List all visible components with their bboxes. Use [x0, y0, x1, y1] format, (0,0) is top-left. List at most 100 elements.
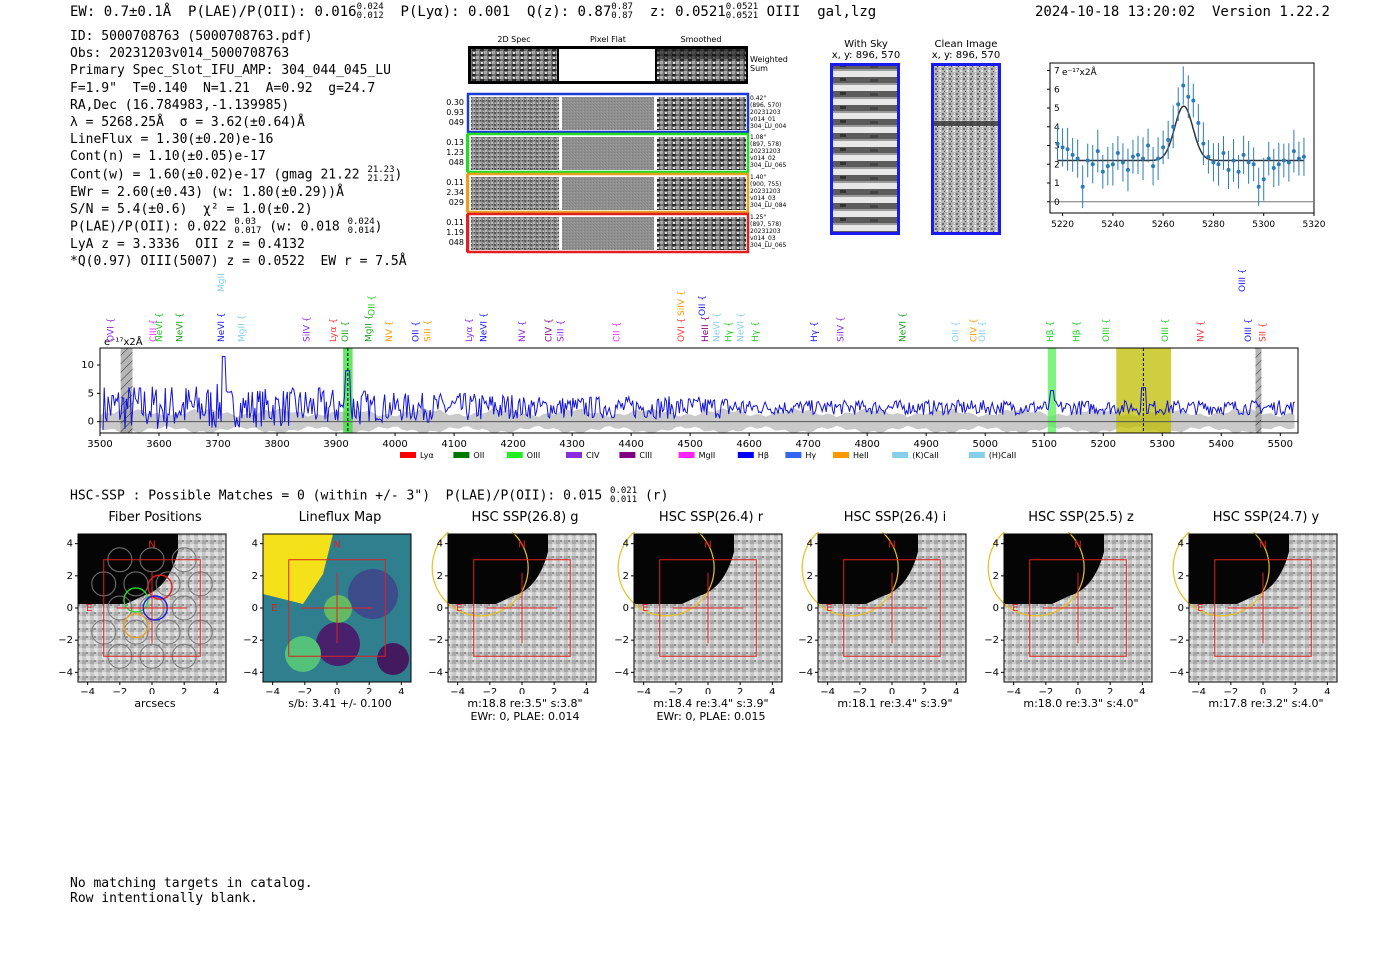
- panel-caption-line: m:18.0 re:3.3" s:4.0": [1023, 697, 1139, 710]
- cutout-row-2: [466, 132, 750, 174]
- spec-xtick-label: 4900: [913, 439, 938, 450]
- crosshair-gap: [882, 598, 901, 617]
- spec-line-label: MgII {: [217, 270, 227, 292]
- compass-north: N: [148, 540, 155, 551]
- row-2-2dspec: [471, 137, 559, 170]
- zoom-point: [1095, 149, 1100, 154]
- zoom-point: [1276, 162, 1281, 167]
- zoom-point: [1281, 158, 1286, 163]
- zoom-point: [1186, 94, 1191, 99]
- zoom-point: [1221, 151, 1226, 155]
- row-2-spine: [466, 134, 469, 172]
- spec-line-label: SiII {: [556, 320, 566, 342]
- compass-east: E: [642, 603, 648, 614]
- zoom-point: [1201, 141, 1206, 146]
- spec-line-label: CIV {: [544, 318, 554, 342]
- panel-caption: m:18.8 re:3.5" s:3.8" EWr: 0, PLAE: 0.014: [420, 697, 630, 723]
- legend-swatch: [400, 452, 416, 458]
- spec-line-label: NeVI {: [155, 312, 165, 342]
- aperture-ellipse: [431, 532, 529, 617]
- spec-line-label: Hβ {: [1073, 321, 1083, 342]
- q-value: Q(z): 0.87: [526, 4, 612, 20]
- panel-title: HSC SSP(26.4) i: [843, 510, 947, 525]
- spec-line-label: OVI {: [677, 318, 687, 342]
- panel-caption-line: m:18.1 re:3.4" s:3.9": [837, 697, 953, 710]
- compass-north: N: [518, 540, 525, 551]
- zoom-point: [1151, 164, 1156, 169]
- info-sn: S/N = 5.4(±0.6) χ² = 1.0(±0.2): [70, 201, 313, 217]
- panel-ytick-label: −4: [428, 667, 443, 678]
- info-ewr: EWr = 2.60(±0.43) (w: 1.80(±0.29))Å: [70, 184, 344, 200]
- spec-xtick-label: 5300: [1150, 439, 1175, 450]
- panel-xtick-label: −2: [297, 687, 312, 694]
- spec-xtick-label: 4600: [736, 439, 761, 450]
- panel-xtick-label: −2: [852, 687, 867, 694]
- row-3-meta-left: 0.11 2.34 029: [446, 178, 464, 207]
- spec-ytick-label: 10: [81, 360, 94, 371]
- zoom-point: [1236, 169, 1241, 174]
- row-3-spine: [466, 174, 469, 212]
- crosshair-gap: [1068, 598, 1087, 617]
- galaxy-blob: [448, 534, 548, 604]
- panel-caption: s/b: 3.41 +/- 0.100: [235, 697, 445, 710]
- galaxy-blob: [1189, 534, 1289, 604]
- spec-xtick-label: 3500: [87, 439, 112, 450]
- search-box: [473, 559, 571, 657]
- spec-line-label: NeVI {: [480, 312, 490, 342]
- panel-ytick-label: −4: [1169, 667, 1184, 678]
- zoom-point: [1055, 141, 1060, 146]
- spec-xtick-label: 5200: [1091, 439, 1116, 450]
- clean-image: [931, 63, 1001, 235]
- panel-caption-line: m:17.8 re:3.2" s:4.0": [1208, 697, 1324, 710]
- legend-swatch: [737, 452, 754, 458]
- zoom-xtick-label: 5300: [1252, 220, 1275, 230]
- imaging-panel: N E −4 −4 −2 −2 0 0 2 2 4 4: [798, 532, 967, 694]
- clean-emission-band: [934, 121, 998, 126]
- panel-caption-line: EWr: 0, PLAE: 0.015: [656, 710, 766, 723]
- zoom-point: [1216, 162, 1221, 167]
- spec-xtick-label: 5500: [1268, 439, 1293, 450]
- legend-label: CIV: [586, 451, 600, 460]
- weighted-sum-band: [657, 49, 746, 59]
- flux-cool-2: [316, 622, 360, 666]
- zoom-point: [1181, 83, 1186, 88]
- panel-xtick-label: 4: [398, 687, 404, 694]
- imaging-panel: N E −4 −4 −2 −2 0 0 2 2 4 4: [1169, 532, 1338, 694]
- info-plae: P(LAE)/P(OII): 0.022 0.03 0.017 (w: 0.018…: [70, 217, 383, 237]
- search-box: [288, 559, 386, 657]
- row-2-pixelflat: [562, 137, 654, 170]
- zoom-point: [1115, 151, 1120, 155]
- cutout-row-1: [466, 92, 750, 134]
- zoom-xtick-label: 5240: [1101, 220, 1124, 230]
- sky-thumbnails: [830, 63, 1001, 235]
- panel-ytick-label: −2: [428, 635, 443, 646]
- zoom-point: [1090, 162, 1095, 167]
- panel-xtick-label: −2: [1038, 687, 1053, 694]
- panel-caption-line: s/b: 3.41 +/- 0.100: [288, 697, 392, 710]
- ew-value: EW: 0.7±0.1Å: [70, 4, 172, 20]
- col-header-pixelflat: Pixel Flat: [590, 35, 626, 44]
- row-1-pixelflat: [562, 97, 654, 130]
- legend-label: HeII: [853, 451, 869, 460]
- spec-line-label: OIII {: [1161, 318, 1171, 342]
- spec-line-label: CII {: [612, 322, 622, 342]
- spec-line-label: OIII {: [1238, 270, 1248, 292]
- panel-xtick-label: 0: [705, 687, 711, 694]
- spec-xtick-label: 4100: [441, 439, 466, 450]
- run-info: 2024-10-18 13:20:02 Version 1.22.2: [1035, 4, 1330, 20]
- legend-label: (K)CaII: [912, 451, 939, 460]
- spec-xtick-label: 4800: [854, 439, 879, 450]
- panel-xtick-label: −2: [1223, 687, 1238, 694]
- weighted-sum-pixelflat: [559, 49, 655, 81]
- spec-xtick-label: 3600: [146, 439, 171, 450]
- flux-peak: [324, 595, 352, 623]
- panel-caption: m:17.8 re:3.2" s:4.0": [1161, 697, 1371, 710]
- info-lineflux: LineFlux = 1.30(±0.20)e-16: [70, 132, 274, 148]
- cutout-row-3: [466, 172, 750, 214]
- row-3-meta-right: 1.40" (900, 755) 20231203 v014_03 304_LU_084: [750, 174, 787, 209]
- zoom-ytick-label: 5: [1054, 104, 1060, 114]
- info-contw: Cont(w) = 1.60(±0.02)e-17 (gmag 21.22 21…: [70, 164, 403, 184]
- panel-xtick-label: 2: [551, 687, 557, 694]
- aperture-ellipse: [801, 532, 899, 617]
- imaging-panel: N E −4 −4 −2 −2 0 0 2 2 4 4: [428, 532, 597, 694]
